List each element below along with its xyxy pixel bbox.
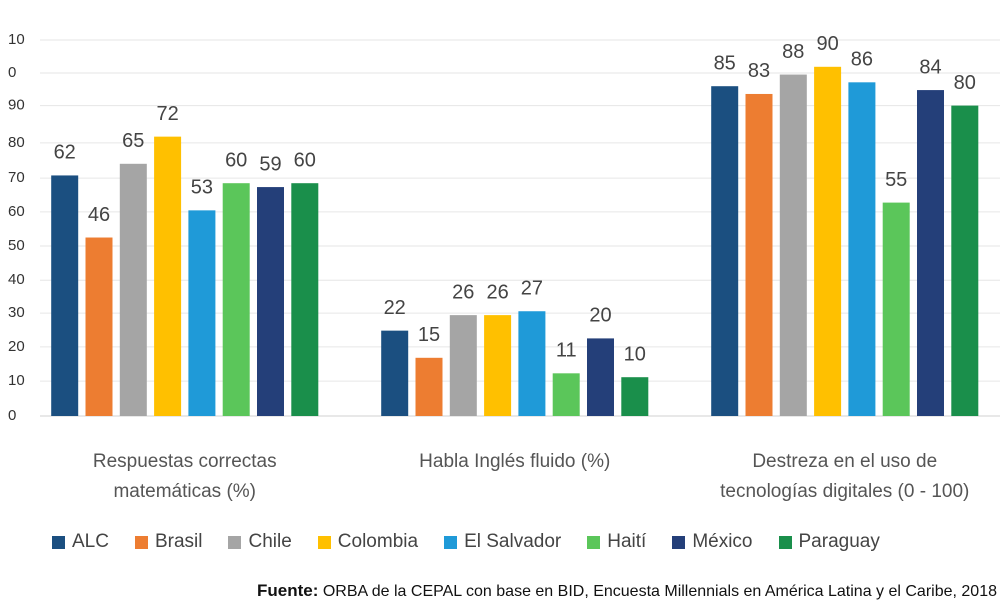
legend-swatch: [587, 535, 601, 549]
legend-item: Paraguay: [778, 531, 880, 553]
legend-label: Paraguay: [798, 531, 880, 552]
legend-item: México: [672, 531, 753, 553]
data-label: 80: [954, 72, 976, 94]
bar: [85, 237, 113, 416]
legend-item: Haití: [587, 531, 646, 553]
legend-swatch: [134, 535, 148, 549]
legend-item: El Salvador: [444, 531, 561, 553]
data-label: 84: [919, 56, 941, 78]
data-label: 27: [521, 278, 543, 300]
data-label: 62: [54, 142, 76, 164]
bar: [484, 315, 512, 416]
bar: [257, 187, 284, 416]
bar: [188, 210, 216, 416]
legend-swatch: [317, 535, 331, 549]
data-label: 55: [885, 169, 907, 191]
bar: [621, 377, 649, 416]
y-tick-label: 30: [8, 304, 25, 321]
bar: [882, 202, 910, 416]
data-label: 22: [384, 297, 406, 319]
bar: [222, 183, 250, 416]
y-tick-label: 50: [8, 237, 25, 254]
bar: [587, 338, 614, 416]
data-label: 53: [191, 177, 213, 199]
bar: [119, 163, 147, 416]
legend-label: Colombia: [337, 531, 419, 552]
legend-swatch: [228, 535, 242, 549]
legend-swatch: [52, 535, 65, 549]
data-label: 11: [556, 340, 577, 362]
bar: [415, 357, 443, 416]
y-tick-label: 10: [8, 31, 25, 48]
legend-label: El Salvador: [464, 531, 562, 552]
data-label: 72: [156, 103, 178, 125]
data-label: 46: [88, 204, 110, 226]
legend-item: Brasil: [134, 531, 203, 553]
bar: [552, 373, 580, 416]
y-tick-label: 0: [8, 64, 16, 81]
x-category-label: Habla Inglés fluido (%): [419, 451, 611, 472]
data-label: 26: [452, 281, 474, 303]
data-label: 26: [486, 281, 508, 303]
y-tick-label: 90: [8, 97, 25, 114]
y-tick-label: 40: [8, 271, 25, 288]
legend-item: ALC: [52, 531, 109, 553]
bar: [814, 66, 842, 417]
source-label: Fuente:: [257, 581, 319, 600]
bar: [381, 330, 409, 416]
bar: [154, 136, 182, 416]
bar: [779, 74, 807, 416]
legend-label: Chile: [248, 531, 292, 552]
x-category-label: Respuestas correctas matemáticas (%): [92, 451, 277, 502]
legend-swatch: [444, 535, 458, 549]
data-label: 86: [851, 49, 873, 71]
data-label: 90: [816, 33, 838, 55]
legend: ALC Brasil Chile Colombia El Salvador Haití Mé…: [52, 531, 880, 553]
legend-item: Chile: [228, 531, 292, 553]
data-label: 20: [589, 305, 611, 327]
source-text: ORBA de la CEPAL con base en BID, Encues…: [322, 583, 997, 600]
bar: [518, 311, 546, 416]
source: Fuente: ORBA de la CEPAL con base en BID…: [257, 581, 997, 601]
data-label: 60: [294, 149, 316, 171]
data-label: 10: [624, 343, 646, 365]
legend-swatch: [672, 535, 686, 549]
bar: [711, 86, 739, 416]
data-label: 88: [782, 41, 804, 63]
bar: [51, 175, 79, 416]
legend-label: Brasil: [154, 531, 203, 552]
legend-label: Haití: [607, 531, 647, 552]
data-label: 85: [714, 52, 736, 74]
legend-item: Colombia: [317, 531, 419, 553]
bar: [951, 105, 979, 416]
y-tick-label: 20: [8, 338, 25, 355]
bar: [745, 93, 773, 417]
bar: [291, 183, 319, 416]
legend-swatch: [778, 535, 792, 549]
data-label: 65: [122, 130, 144, 152]
y-tick-label: 0: [8, 407, 16, 424]
legend-label: ALC: [72, 531, 109, 552]
y-tick-label: 10: [8, 372, 25, 389]
x-category-label: Destreza en el uso de tecnologías digita…: [720, 451, 970, 502]
data-label: 83: [748, 60, 770, 82]
y-tick-label: 80: [8, 134, 25, 151]
bar: [917, 90, 944, 416]
y-tick-label: 60: [8, 203, 25, 220]
bar: [449, 315, 477, 416]
data-label: 60: [225, 149, 247, 171]
bar: [848, 82, 876, 416]
legend-label: México: [692, 531, 753, 552]
data-label: 15: [418, 324, 440, 346]
data-label: 59: [259, 153, 281, 175]
y-tick-label: 70: [8, 169, 25, 186]
